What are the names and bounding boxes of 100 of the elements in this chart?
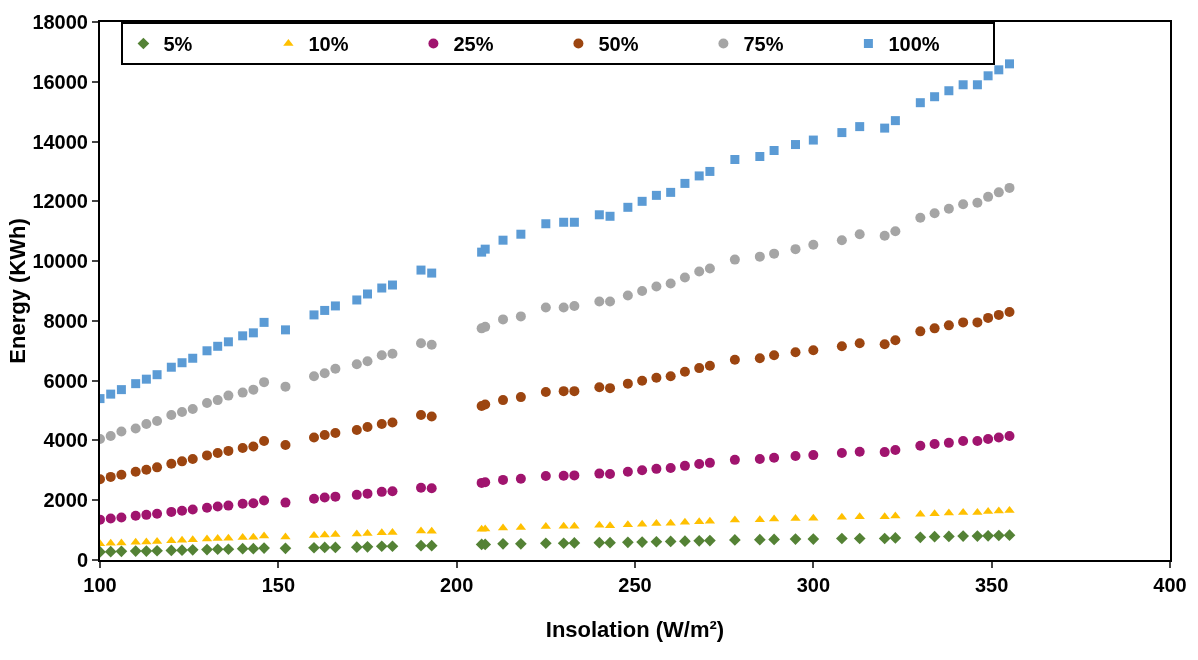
point <box>559 217 569 227</box>
legend-label: 75% <box>743 33 784 56</box>
point <box>131 379 141 389</box>
point <box>971 530 984 542</box>
point <box>363 289 372 299</box>
point <box>651 372 662 383</box>
point <box>515 392 526 403</box>
point <box>387 486 398 497</box>
point <box>1004 182 1015 193</box>
point <box>753 533 766 546</box>
point <box>650 535 663 548</box>
point <box>958 199 969 210</box>
point <box>387 348 398 359</box>
point <box>890 116 900 126</box>
point <box>972 507 983 515</box>
point <box>915 440 926 451</box>
point <box>104 545 117 558</box>
point <box>115 545 128 558</box>
point <box>105 513 116 524</box>
point <box>351 489 362 500</box>
x-tick-label: 300 <box>796 574 831 596</box>
x-tick-label: 350 <box>974 574 1009 596</box>
point <box>177 505 188 516</box>
point <box>983 71 993 81</box>
point <box>319 530 330 538</box>
point <box>754 251 765 262</box>
point <box>958 436 969 447</box>
point <box>808 239 819 250</box>
point <box>426 526 437 534</box>
point <box>915 98 925 108</box>
point <box>351 424 362 435</box>
point <box>769 248 780 259</box>
point <box>957 530 969 542</box>
point <box>930 92 940 102</box>
point <box>259 377 270 388</box>
point <box>729 354 740 365</box>
point <box>416 265 426 275</box>
point <box>540 302 551 313</box>
point <box>929 208 940 219</box>
point <box>569 300 580 311</box>
point <box>222 543 235 556</box>
point <box>416 482 426 493</box>
point <box>375 540 388 553</box>
point <box>729 254 740 265</box>
point <box>223 500 234 511</box>
point <box>106 389 116 399</box>
point <box>480 524 491 532</box>
point <box>141 464 152 475</box>
point <box>808 135 818 145</box>
point <box>212 395 223 406</box>
point <box>705 166 715 176</box>
point <box>376 528 387 536</box>
point <box>878 532 891 545</box>
point <box>1005 59 1014 69</box>
point <box>248 498 259 509</box>
x-tick-label: 250 <box>618 574 652 596</box>
point <box>130 466 141 477</box>
point <box>730 154 740 164</box>
point <box>352 295 362 305</box>
point <box>425 539 438 552</box>
point <box>768 533 780 546</box>
point <box>943 320 954 331</box>
point <box>165 544 178 557</box>
point <box>568 537 581 549</box>
point <box>665 462 676 473</box>
point <box>426 411 437 422</box>
point <box>993 432 1004 443</box>
point <box>330 301 340 311</box>
point <box>914 531 927 544</box>
point <box>972 317 983 328</box>
point <box>594 520 605 528</box>
point <box>427 268 437 278</box>
point <box>152 416 163 427</box>
point <box>541 219 551 229</box>
point <box>622 290 633 301</box>
point <box>983 191 994 202</box>
point <box>480 399 491 410</box>
point <box>238 331 248 341</box>
point <box>130 423 141 434</box>
point <box>223 390 234 401</box>
point <box>415 539 427 552</box>
point <box>202 502 212 513</box>
point <box>754 353 765 364</box>
point <box>993 506 1004 514</box>
y-tick-label: 10000 <box>32 250 88 273</box>
point <box>361 541 374 553</box>
point <box>879 230 890 241</box>
point <box>540 387 551 398</box>
point <box>679 272 690 283</box>
point <box>387 417 398 428</box>
point <box>130 510 141 521</box>
point <box>694 363 705 374</box>
point <box>140 545 153 557</box>
point <box>116 385 126 395</box>
y-tick-label: 6000 <box>43 369 88 392</box>
point <box>248 441 259 452</box>
point <box>808 450 819 461</box>
point <box>350 541 363 553</box>
point <box>994 65 1004 75</box>
point <box>280 325 290 335</box>
